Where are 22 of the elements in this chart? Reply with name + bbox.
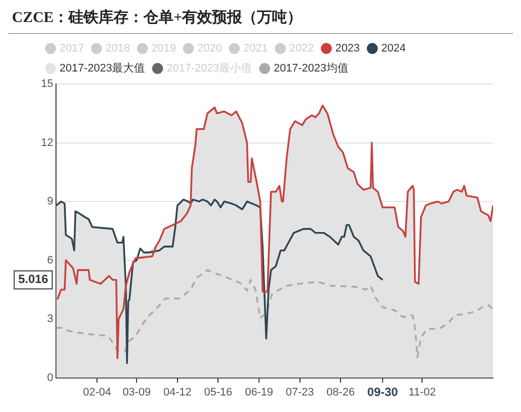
y-tick-label: 15 bbox=[40, 78, 54, 90]
x-tick-label: 06-19 bbox=[244, 386, 274, 398]
legend-label: 2017-2023均值 bbox=[274, 62, 348, 75]
x-tick-label: 02-04 bbox=[82, 386, 112, 398]
y-tick-label: 12 bbox=[40, 136, 54, 149]
x-tick-label: 05-16 bbox=[204, 386, 232, 398]
y-tick-label: 0 bbox=[47, 372, 54, 384]
x-tick-label: 11-02 bbox=[408, 386, 436, 398]
legend-label: 2023 bbox=[335, 42, 360, 55]
y-tick-label: 3 bbox=[47, 313, 54, 326]
text: 09-30 bbox=[367, 385, 398, 400]
x-tick-label: 04-12 bbox=[163, 386, 192, 398]
x-tick-label: 08-26 bbox=[326, 386, 355, 398]
legend-label: 2024 bbox=[381, 42, 406, 55]
text: 5.016 bbox=[18, 272, 49, 286]
x-tick-label: 03-09 bbox=[122, 386, 151, 398]
legend-label: 2017-2023最大值 bbox=[60, 62, 146, 75]
x-tick-label: 07-23 bbox=[286, 386, 314, 398]
y-tick-label: 9 bbox=[47, 196, 54, 208]
chart-title: CZCE：硅铁库存：仓单+有效预报（万吨） bbox=[8, 8, 513, 34]
line-series bbox=[56, 269, 493, 358]
y-tick-label: 6 bbox=[47, 254, 54, 266]
